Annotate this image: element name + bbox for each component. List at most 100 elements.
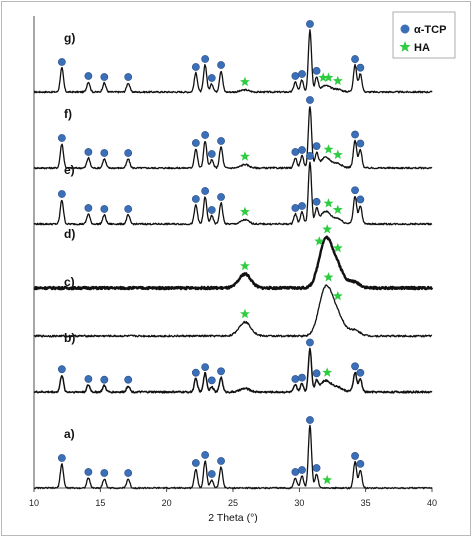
diffraction-trace	[33, 161, 433, 226]
alpha-tcp-marker	[291, 204, 300, 212]
alpha-tcp-marker	[217, 457, 225, 465]
ha-marker	[332, 149, 343, 160]
diffraction-trace	[33, 347, 433, 394]
pattern-f: f)	[33, 96, 433, 170]
panel-label: c)	[64, 275, 75, 289]
alpha-tcp-marker	[84, 72, 93, 80]
x-axis-title: 2 Theta (°)	[208, 512, 258, 524]
alpha-tcp-marker	[100, 205, 109, 213]
alpha-tcp-marker	[207, 470, 216, 478]
pattern-c: c)	[33, 272, 433, 338]
alpha-tcp-marker	[312, 66, 321, 75]
x-tick-label: 25	[228, 498, 238, 508]
alpha-tcp-marker	[201, 187, 210, 195]
ha-marker	[332, 290, 343, 301]
ha-marker	[239, 76, 250, 87]
alpha-tcp-marker	[84, 468, 93, 476]
pattern-d: d)	[33, 224, 434, 291]
alpha-tcp-marker	[356, 63, 365, 72]
alpha-tcp-marker	[351, 452, 359, 460]
alpha-tcp-marker	[291, 148, 300, 156]
alpha-tcp-marker	[356, 368, 365, 377]
alpha-tcp-marker	[306, 20, 314, 28]
ha-marker	[332, 242, 343, 253]
alpha-tcp-marker	[207, 376, 216, 385]
alpha-tcp-marker	[191, 368, 200, 377]
x-axis: 10 15 20 25 30 35 40	[29, 16, 437, 508]
diffraction-trace	[33, 235, 434, 291]
alpha-tcp-marker	[84, 148, 93, 156]
alpha-tcp-marker	[356, 139, 365, 148]
alpha-tcp-marker	[124, 149, 133, 157]
ha-marker	[332, 75, 343, 86]
alpha-tcp-marker	[201, 451, 210, 459]
alpha-tcp-marker	[312, 464, 321, 472]
alpha-tcp-marker	[124, 469, 133, 477]
pattern-a: a)	[33, 416, 433, 490]
alpha-tcp-marker	[207, 206, 216, 214]
ha-marker	[322, 224, 333, 234]
legend-label-ha: HA	[414, 42, 430, 54]
alpha-tcp-marker	[217, 193, 225, 201]
x-tick-label: 10	[29, 498, 39, 508]
alpha-tcp-marker	[201, 55, 210, 63]
alpha-tcp-marker	[191, 63, 200, 71]
alpha-tcp-marker	[351, 130, 359, 139]
alpha-tcp-marker	[84, 375, 93, 383]
legend-star-icon	[399, 41, 411, 52]
ha-marker	[239, 151, 250, 161]
alpha-tcp-marker	[306, 416, 314, 424]
alpha-tcp-marker	[207, 74, 216, 82]
alpha-tcp-marker	[298, 202, 306, 210]
alpha-tcp-marker	[124, 205, 133, 213]
x-tick-label: 40	[427, 498, 437, 508]
plot-area: g) f) e) d) c) b) a)	[33, 20, 434, 490]
alpha-tcp-marker	[306, 338, 314, 347]
x-tick-label: 20	[162, 498, 172, 508]
ha-marker	[314, 236, 325, 246]
ha-marker	[322, 474, 333, 485]
alpha-tcp-marker	[201, 363, 210, 371]
ha-marker	[322, 367, 333, 377]
ha-marker	[239, 308, 250, 319]
ha-marker	[239, 260, 250, 271]
alpha-tcp-marker	[298, 70, 306, 78]
alpha-tcp-marker	[356, 459, 365, 468]
ha-marker	[323, 72, 334, 82]
alpha-tcp-marker	[207, 150, 216, 158]
alpha-tcp-marker	[57, 454, 66, 462]
ha-marker	[239, 206, 250, 217]
alpha-tcp-marker	[356, 195, 365, 204]
x-tick-label: 15	[95, 498, 105, 508]
alpha-tcp-marker	[291, 468, 300, 476]
alpha-tcp-marker	[57, 58, 66, 66]
alpha-tcp-marker	[291, 72, 300, 80]
ha-marker	[323, 144, 334, 154]
alpha-tcp-marker	[291, 375, 300, 383]
diffraction-trace	[33, 424, 433, 490]
ha-marker	[323, 272, 334, 282]
legend-star-shape	[399, 41, 411, 52]
panel-label: e)	[64, 163, 75, 177]
alpha-tcp-marker	[312, 369, 321, 378]
diffraction-trace	[33, 29, 433, 94]
ha-marker	[318, 72, 329, 82]
legend-circle-icon	[400, 24, 410, 34]
panel-label: g)	[64, 31, 75, 45]
alpha-tcp-marker	[191, 195, 200, 203]
diffraction-trace	[33, 106, 433, 170]
diffraction-trace	[33, 284, 433, 338]
alpha-tcp-marker	[124, 73, 133, 81]
alpha-tcp-marker	[124, 375, 133, 384]
legend: α-TCP HA	[392, 11, 456, 59]
alpha-tcp-marker	[298, 146, 306, 154]
pattern-e: e)	[33, 152, 433, 226]
alpha-tcp-marker	[298, 466, 306, 474]
alpha-tcp-marker	[84, 204, 93, 212]
alpha-tcp-marker	[100, 149, 109, 157]
alpha-tcp-marker	[306, 152, 314, 160]
alpha-tcp-marker	[100, 73, 109, 81]
alpha-tcp-marker	[100, 469, 109, 477]
alpha-tcp-marker	[217, 137, 225, 145]
